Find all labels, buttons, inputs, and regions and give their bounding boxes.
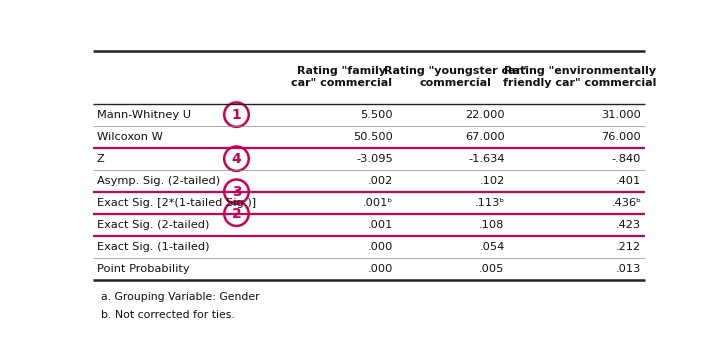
Text: .423: .423 — [616, 220, 642, 230]
Text: Asymp. Sig. (2-tailed): Asymp. Sig. (2-tailed) — [96, 176, 220, 186]
Text: Exact Sig. (1-tailed): Exact Sig. (1-tailed) — [96, 242, 210, 252]
Text: .436ᵇ: .436ᵇ — [611, 198, 642, 208]
Text: .000: .000 — [368, 242, 393, 252]
Text: .212: .212 — [616, 242, 642, 252]
Text: a. Grouping Variable: Gender: a. Grouping Variable: Gender — [101, 292, 260, 302]
Text: -1.634: -1.634 — [468, 154, 505, 164]
Text: Mann-Whitney U: Mann-Whitney U — [96, 110, 191, 120]
Text: .054: .054 — [480, 242, 505, 252]
Text: Exact Sig. [2*(1-tailed Sig.)]: Exact Sig. [2*(1-tailed Sig.)] — [96, 198, 256, 208]
Text: 1: 1 — [232, 108, 241, 122]
Text: Point Probability: Point Probability — [96, 264, 189, 274]
Text: 67.000: 67.000 — [465, 132, 505, 142]
Text: 22.000: 22.000 — [465, 110, 505, 120]
Text: Rating "environmentally
friendly car" commercial: Rating "environmentally friendly car" co… — [503, 66, 657, 88]
Text: 4: 4 — [232, 152, 241, 166]
Text: Rating "family
car" commercial: Rating "family car" commercial — [291, 66, 392, 88]
Text: Rating "youngster car"
commercial: Rating "youngster car" commercial — [384, 66, 527, 88]
Text: 50.500: 50.500 — [353, 132, 393, 142]
Text: 2: 2 — [232, 207, 241, 221]
Text: .001ᵇ: .001ᵇ — [363, 198, 393, 208]
Text: b. Not corrected for ties.: b. Not corrected for ties. — [101, 310, 235, 321]
Text: .000: .000 — [368, 264, 393, 274]
Text: -.840: -.840 — [612, 154, 642, 164]
Text: 76.000: 76.000 — [601, 132, 642, 142]
Text: .001: .001 — [368, 220, 393, 230]
Text: .113ᵇ: .113ᵇ — [474, 198, 505, 208]
Text: .108: .108 — [480, 220, 505, 230]
Text: .401: .401 — [616, 176, 642, 186]
Text: .002: .002 — [368, 176, 393, 186]
Text: 31.000: 31.000 — [601, 110, 642, 120]
Text: 5.500: 5.500 — [361, 110, 393, 120]
Text: .102: .102 — [480, 176, 505, 186]
Text: Z: Z — [96, 154, 104, 164]
Text: -3.095: -3.095 — [356, 154, 393, 164]
Text: 3: 3 — [232, 185, 241, 199]
Text: .005: .005 — [480, 264, 505, 274]
Text: .013: .013 — [616, 264, 642, 274]
Text: Exact Sig. (2-tailed): Exact Sig. (2-tailed) — [96, 220, 209, 230]
Text: Wilcoxon W: Wilcoxon W — [96, 132, 163, 142]
